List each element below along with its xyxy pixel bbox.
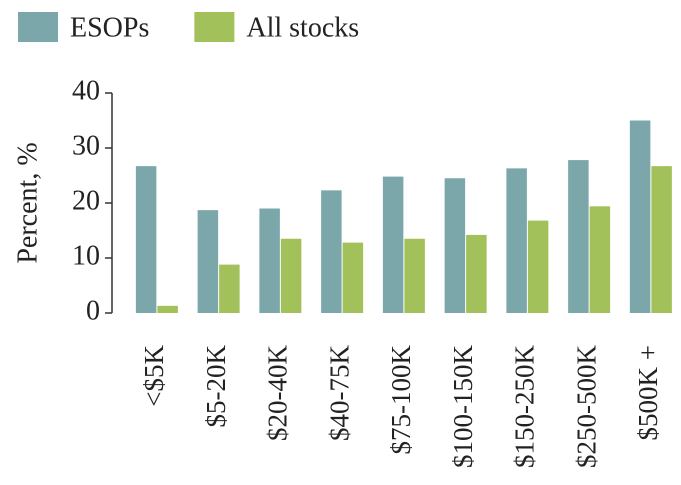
bar (157, 305, 178, 313)
bar (404, 238, 425, 313)
bar (342, 242, 364, 313)
y-axis-label: Percent, % (12, 142, 43, 263)
legend-swatch (194, 12, 235, 42)
x-tick-label: $20-40K (263, 345, 293, 441)
x-tick-label: $40-75K (324, 345, 354, 441)
bar (280, 238, 302, 313)
x-tick-label: $150-250K (510, 345, 540, 468)
x-tick-label: $250-500K (571, 345, 601, 468)
bar (135, 166, 157, 313)
bar (321, 190, 342, 313)
x-tick-label: $500K + (633, 345, 663, 440)
bar (466, 234, 487, 313)
bar (589, 206, 611, 313)
bar (259, 208, 280, 313)
x-tick-label: $100-150K (448, 345, 478, 468)
bar (444, 178, 466, 313)
legend-label: All stocks (246, 12, 359, 43)
legend-swatch (18, 12, 58, 42)
bar (219, 264, 240, 313)
x-tick-label: $5-20K (201, 345, 231, 428)
bar (651, 166, 672, 313)
bar (568, 160, 589, 313)
bar (197, 210, 219, 313)
y-tick-label: 0 (86, 295, 100, 326)
bar (382, 176, 404, 313)
y-tick-label: 10 (72, 240, 100, 271)
bar (527, 220, 549, 313)
legend-label: ESOPs (70, 12, 149, 43)
y-tick-label: 30 (72, 130, 100, 161)
y-tick-label: 40 (72, 75, 100, 106)
bar (506, 168, 527, 313)
x-tick-label: $75-100K (386, 345, 416, 455)
x-tick-label: <$5K (139, 345, 169, 407)
bar (629, 120, 651, 313)
y-tick-label: 20 (72, 185, 100, 216)
